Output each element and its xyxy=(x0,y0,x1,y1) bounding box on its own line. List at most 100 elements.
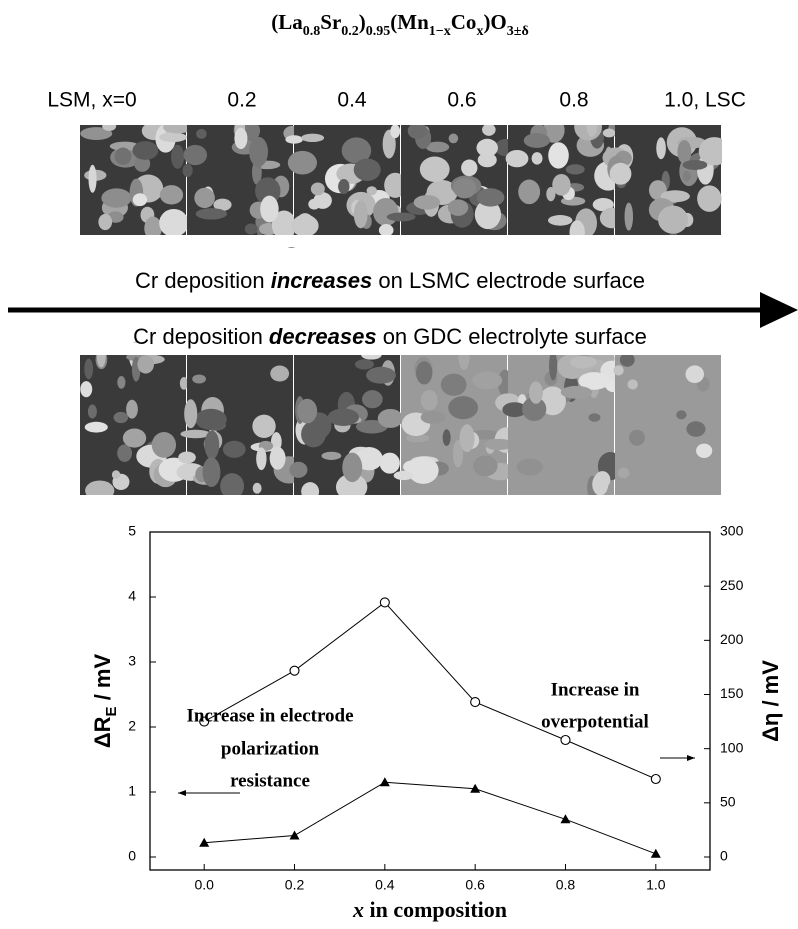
y-axis-label: ΔRE / mV xyxy=(90,654,121,749)
sem-grain xyxy=(482,123,496,136)
sem-grain xyxy=(452,439,464,468)
y2-tick-label: 0 xyxy=(720,848,728,864)
sem-grain xyxy=(502,402,527,418)
sem-grain xyxy=(592,473,609,496)
sem-images xyxy=(0,110,798,509)
sem-grain xyxy=(80,127,113,140)
sem-grain xyxy=(459,424,475,453)
sem-grain xyxy=(452,177,477,199)
y-tick-label: 2 xyxy=(128,718,136,734)
circle-marker xyxy=(379,597,390,608)
sem-grain xyxy=(126,399,138,419)
sem-grain xyxy=(159,185,184,205)
x-axis-label-part: in composition xyxy=(364,897,507,922)
x-tick-label: 0.6 xyxy=(465,877,485,893)
formula-part: )O xyxy=(483,10,506,34)
sem-grain xyxy=(697,185,722,212)
y-tick-label: 5 xyxy=(128,523,136,539)
sem-grain xyxy=(461,159,478,177)
sem-grain xyxy=(159,132,187,143)
formula-subscript: 0.8 xyxy=(303,24,321,39)
arrow-text-part: Cr deposition xyxy=(135,268,271,293)
sem-grain xyxy=(682,159,708,170)
sem-grain xyxy=(144,216,162,241)
sem-grain xyxy=(222,440,246,458)
sem-grain xyxy=(310,182,325,196)
sem-grain xyxy=(285,135,303,144)
x-axis-label: x in composition xyxy=(352,897,507,922)
y2-tick-label: 200 xyxy=(720,631,744,647)
sem-grain xyxy=(114,147,132,165)
sem-grain xyxy=(308,198,321,210)
sem-grain xyxy=(413,195,441,210)
sem-grain xyxy=(270,432,282,452)
sem-grain xyxy=(252,482,262,494)
sem-grain xyxy=(355,446,383,471)
sem-grain xyxy=(476,138,498,157)
composition-label: 1.0, LSC xyxy=(664,89,746,112)
sem-grain xyxy=(406,434,430,443)
sem-grain xyxy=(588,413,601,422)
formula-part: Co xyxy=(451,10,477,34)
composition-label: 0.8 xyxy=(559,89,588,112)
sem-grain xyxy=(362,390,383,409)
sem-grain xyxy=(686,421,706,437)
sem-grain xyxy=(132,193,148,207)
y2-axis-label: Δη / mV xyxy=(758,660,783,742)
sem-grain xyxy=(578,372,610,390)
circle-marker xyxy=(289,665,300,676)
circle-marker xyxy=(560,734,571,746)
composition-label: 0.2 xyxy=(227,89,256,112)
arrow-text-part: increases xyxy=(271,268,373,293)
sem-grain xyxy=(353,200,368,229)
y-axis-label-part: ΔR xyxy=(90,716,115,748)
sem-grain xyxy=(393,470,414,481)
formula-part: (La xyxy=(271,10,303,34)
sem-grain xyxy=(256,447,267,471)
sem-grain xyxy=(178,451,196,464)
sem-grain xyxy=(234,127,248,150)
triangle-marker xyxy=(560,814,571,824)
sem-grain xyxy=(184,399,198,429)
sem-grain xyxy=(676,410,687,420)
x-tick-label: 1.0 xyxy=(646,877,666,893)
sem-grain xyxy=(384,172,407,198)
arrow-text-above: Cr deposition increases on LSMC electrod… xyxy=(135,268,645,293)
triangle-marker xyxy=(470,783,481,793)
sem-grain xyxy=(379,452,400,474)
sem-grain xyxy=(269,446,286,470)
sem-grain xyxy=(327,408,360,426)
sem-grain xyxy=(342,452,363,483)
sem-grain xyxy=(546,186,556,202)
formula-subscript: x xyxy=(476,24,483,39)
trend-arrow-head xyxy=(760,292,798,328)
sem-grain xyxy=(297,398,318,424)
sem-grain xyxy=(353,158,381,181)
x-tick-label: 0.8 xyxy=(556,877,576,893)
sem-grain xyxy=(202,457,221,487)
series-line xyxy=(204,781,656,855)
sem-grain xyxy=(420,410,446,424)
plot-frame xyxy=(149,531,711,871)
sem-grain xyxy=(660,190,690,203)
sem-grain xyxy=(472,371,503,390)
x-tick-label: 0.2 xyxy=(285,877,305,893)
sem-grain xyxy=(159,208,189,237)
triangle-marker xyxy=(199,837,210,847)
formula-part: Sr xyxy=(320,10,341,34)
sem-grain xyxy=(548,142,569,169)
sem-grain xyxy=(560,385,593,399)
y-axis-label-part: / mV xyxy=(90,654,115,707)
sem-grain xyxy=(113,411,129,424)
sem-grain xyxy=(192,374,206,384)
sem-grain xyxy=(373,197,399,226)
mask xyxy=(0,350,80,500)
sem-grain xyxy=(386,212,416,222)
sem-grain xyxy=(448,133,459,144)
sem-grain xyxy=(549,350,558,381)
sem-grain xyxy=(151,431,177,458)
arrow-text-part: Cr deposition xyxy=(133,324,269,349)
sem-grain xyxy=(335,473,368,501)
mask xyxy=(0,343,798,355)
sem-grain xyxy=(552,173,571,196)
